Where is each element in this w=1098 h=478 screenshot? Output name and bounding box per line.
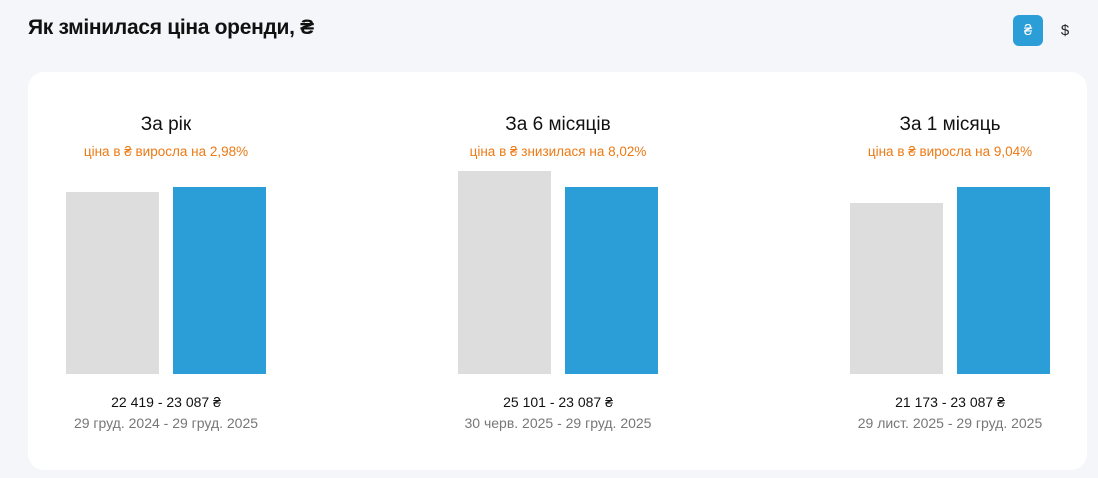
currency-uah-button[interactable]: ₴ [1013, 15, 1043, 46]
bar-current [173, 187, 266, 374]
period-title: За рік [140, 114, 192, 135]
period-year: За рік ціна в ₴ виросла на 2,98% 22 419 … [46, 72, 286, 470]
bar-previous [66, 192, 159, 374]
date-range: 29 лист. 2025 - 29 груд. 2025 [857, 415, 1043, 431]
date-range: 29 груд. 2024 - 29 груд. 2025 [73, 415, 259, 431]
price-range: 25 101 - 23 087 ₴ [503, 394, 613, 410]
price-change-card: За рік ціна в ₴ виросла на 2,98% 22 419 … [28, 72, 1087, 470]
bar-current [957, 187, 1050, 374]
period-title: За 6 місяців [505, 114, 611, 135]
price-range: 22 419 - 23 087 ₴ [111, 394, 221, 410]
bar-current [565, 187, 658, 374]
price-range: 21 173 - 23 087 ₴ [895, 394, 1005, 410]
change-text: ціна в ₴ виросла на 9,04% [867, 144, 1033, 159]
bar-previous [458, 170, 551, 374]
bar-previous [850, 202, 943, 374]
period-6-months: За 6 місяців ціна в ₴ знизилася на 8,02%… [438, 72, 678, 470]
change-text: ціна в ₴ виросла на 2,98% [83, 144, 249, 159]
currency-usd-button[interactable]: $ [1060, 22, 1070, 39]
period-title: За 1 місяць [899, 114, 1001, 135]
date-range: 30 черв. 2025 - 29 груд. 2025 [464, 415, 652, 431]
change-text: ціна в ₴ знизилася на 8,02% [469, 144, 647, 159]
period-1-month: За 1 місяць ціна в ₴ виросла на 9,04% 21… [830, 72, 1070, 470]
section-title: Як змінилася ціна оренди, ₴ [28, 16, 314, 39]
